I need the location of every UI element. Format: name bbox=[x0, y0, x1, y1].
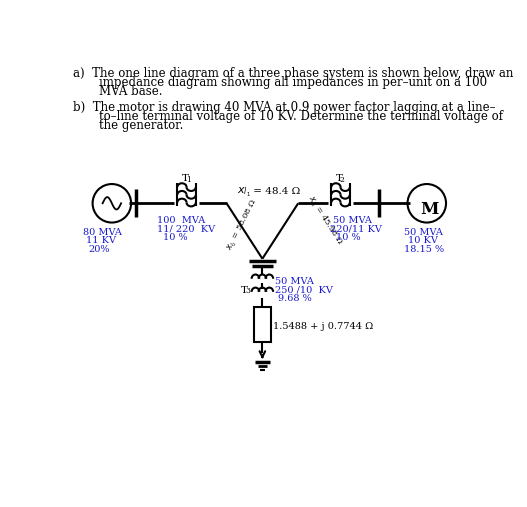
Text: 80 MVA: 80 MVA bbox=[83, 228, 121, 237]
Text: 10 %: 10 % bbox=[336, 233, 360, 241]
Text: 18.15 %: 18.15 % bbox=[404, 245, 444, 254]
Text: 1: 1 bbox=[186, 175, 191, 184]
Bar bbox=[254, 307, 271, 342]
Text: $x_{l_1}$: $x_{l_1}$ bbox=[237, 187, 250, 199]
Text: 9.68 %: 9.68 % bbox=[278, 294, 311, 303]
Text: to–line terminal voltage of 10 KV. Determine the terminal voltage of: to–line terminal voltage of 10 KV. Deter… bbox=[84, 110, 503, 123]
Text: 3: 3 bbox=[246, 287, 250, 295]
Text: 2: 2 bbox=[340, 175, 345, 184]
Text: 100  MVA: 100 MVA bbox=[157, 215, 206, 225]
Text: the generator.: the generator. bbox=[84, 119, 183, 132]
Text: 50 MVA: 50 MVA bbox=[333, 215, 372, 225]
Text: T: T bbox=[182, 174, 189, 183]
Text: $x_{l_2}$ = 58.08 Ω: $x_{l_2}$ = 58.08 Ω bbox=[225, 197, 261, 253]
Text: a)  The one line diagram of a three phase system is shown below, draw an: a) The one line diagram of a three phase… bbox=[73, 67, 514, 80]
Text: M: M bbox=[420, 201, 438, 218]
Text: 20%: 20% bbox=[89, 245, 110, 254]
Text: 11/ 220  KV: 11/ 220 KV bbox=[157, 224, 216, 233]
Text: T: T bbox=[241, 285, 248, 295]
Text: $x_{l_3}$ = 45.98 Ω: $x_{l_3}$ = 45.98 Ω bbox=[305, 193, 346, 247]
Text: 50 MVA: 50 MVA bbox=[275, 277, 314, 286]
Text: 11 KV: 11 KV bbox=[86, 236, 115, 245]
Text: impedance diagram showing all impedances in per–unit on a 100: impedance diagram showing all impedances… bbox=[84, 76, 487, 89]
Text: T: T bbox=[336, 174, 343, 183]
Text: 10 %: 10 % bbox=[163, 233, 188, 241]
Text: b)  The motor is drawing 40 MVA at 0.9 power factor lagging at a line–: b) The motor is drawing 40 MVA at 0.9 po… bbox=[73, 101, 496, 114]
Text: 250 /10  KV: 250 /10 KV bbox=[275, 285, 333, 295]
Text: 1.5488 + j 0.7744 Ω: 1.5488 + j 0.7744 Ω bbox=[273, 322, 374, 332]
Text: MVA base.: MVA base. bbox=[84, 86, 163, 98]
Text: 220/11 KV: 220/11 KV bbox=[330, 224, 382, 233]
Text: 10 KV: 10 KV bbox=[408, 236, 438, 245]
Text: = 48.4 Ω: = 48.4 Ω bbox=[250, 187, 300, 196]
Text: 50 MVA: 50 MVA bbox=[404, 228, 443, 237]
